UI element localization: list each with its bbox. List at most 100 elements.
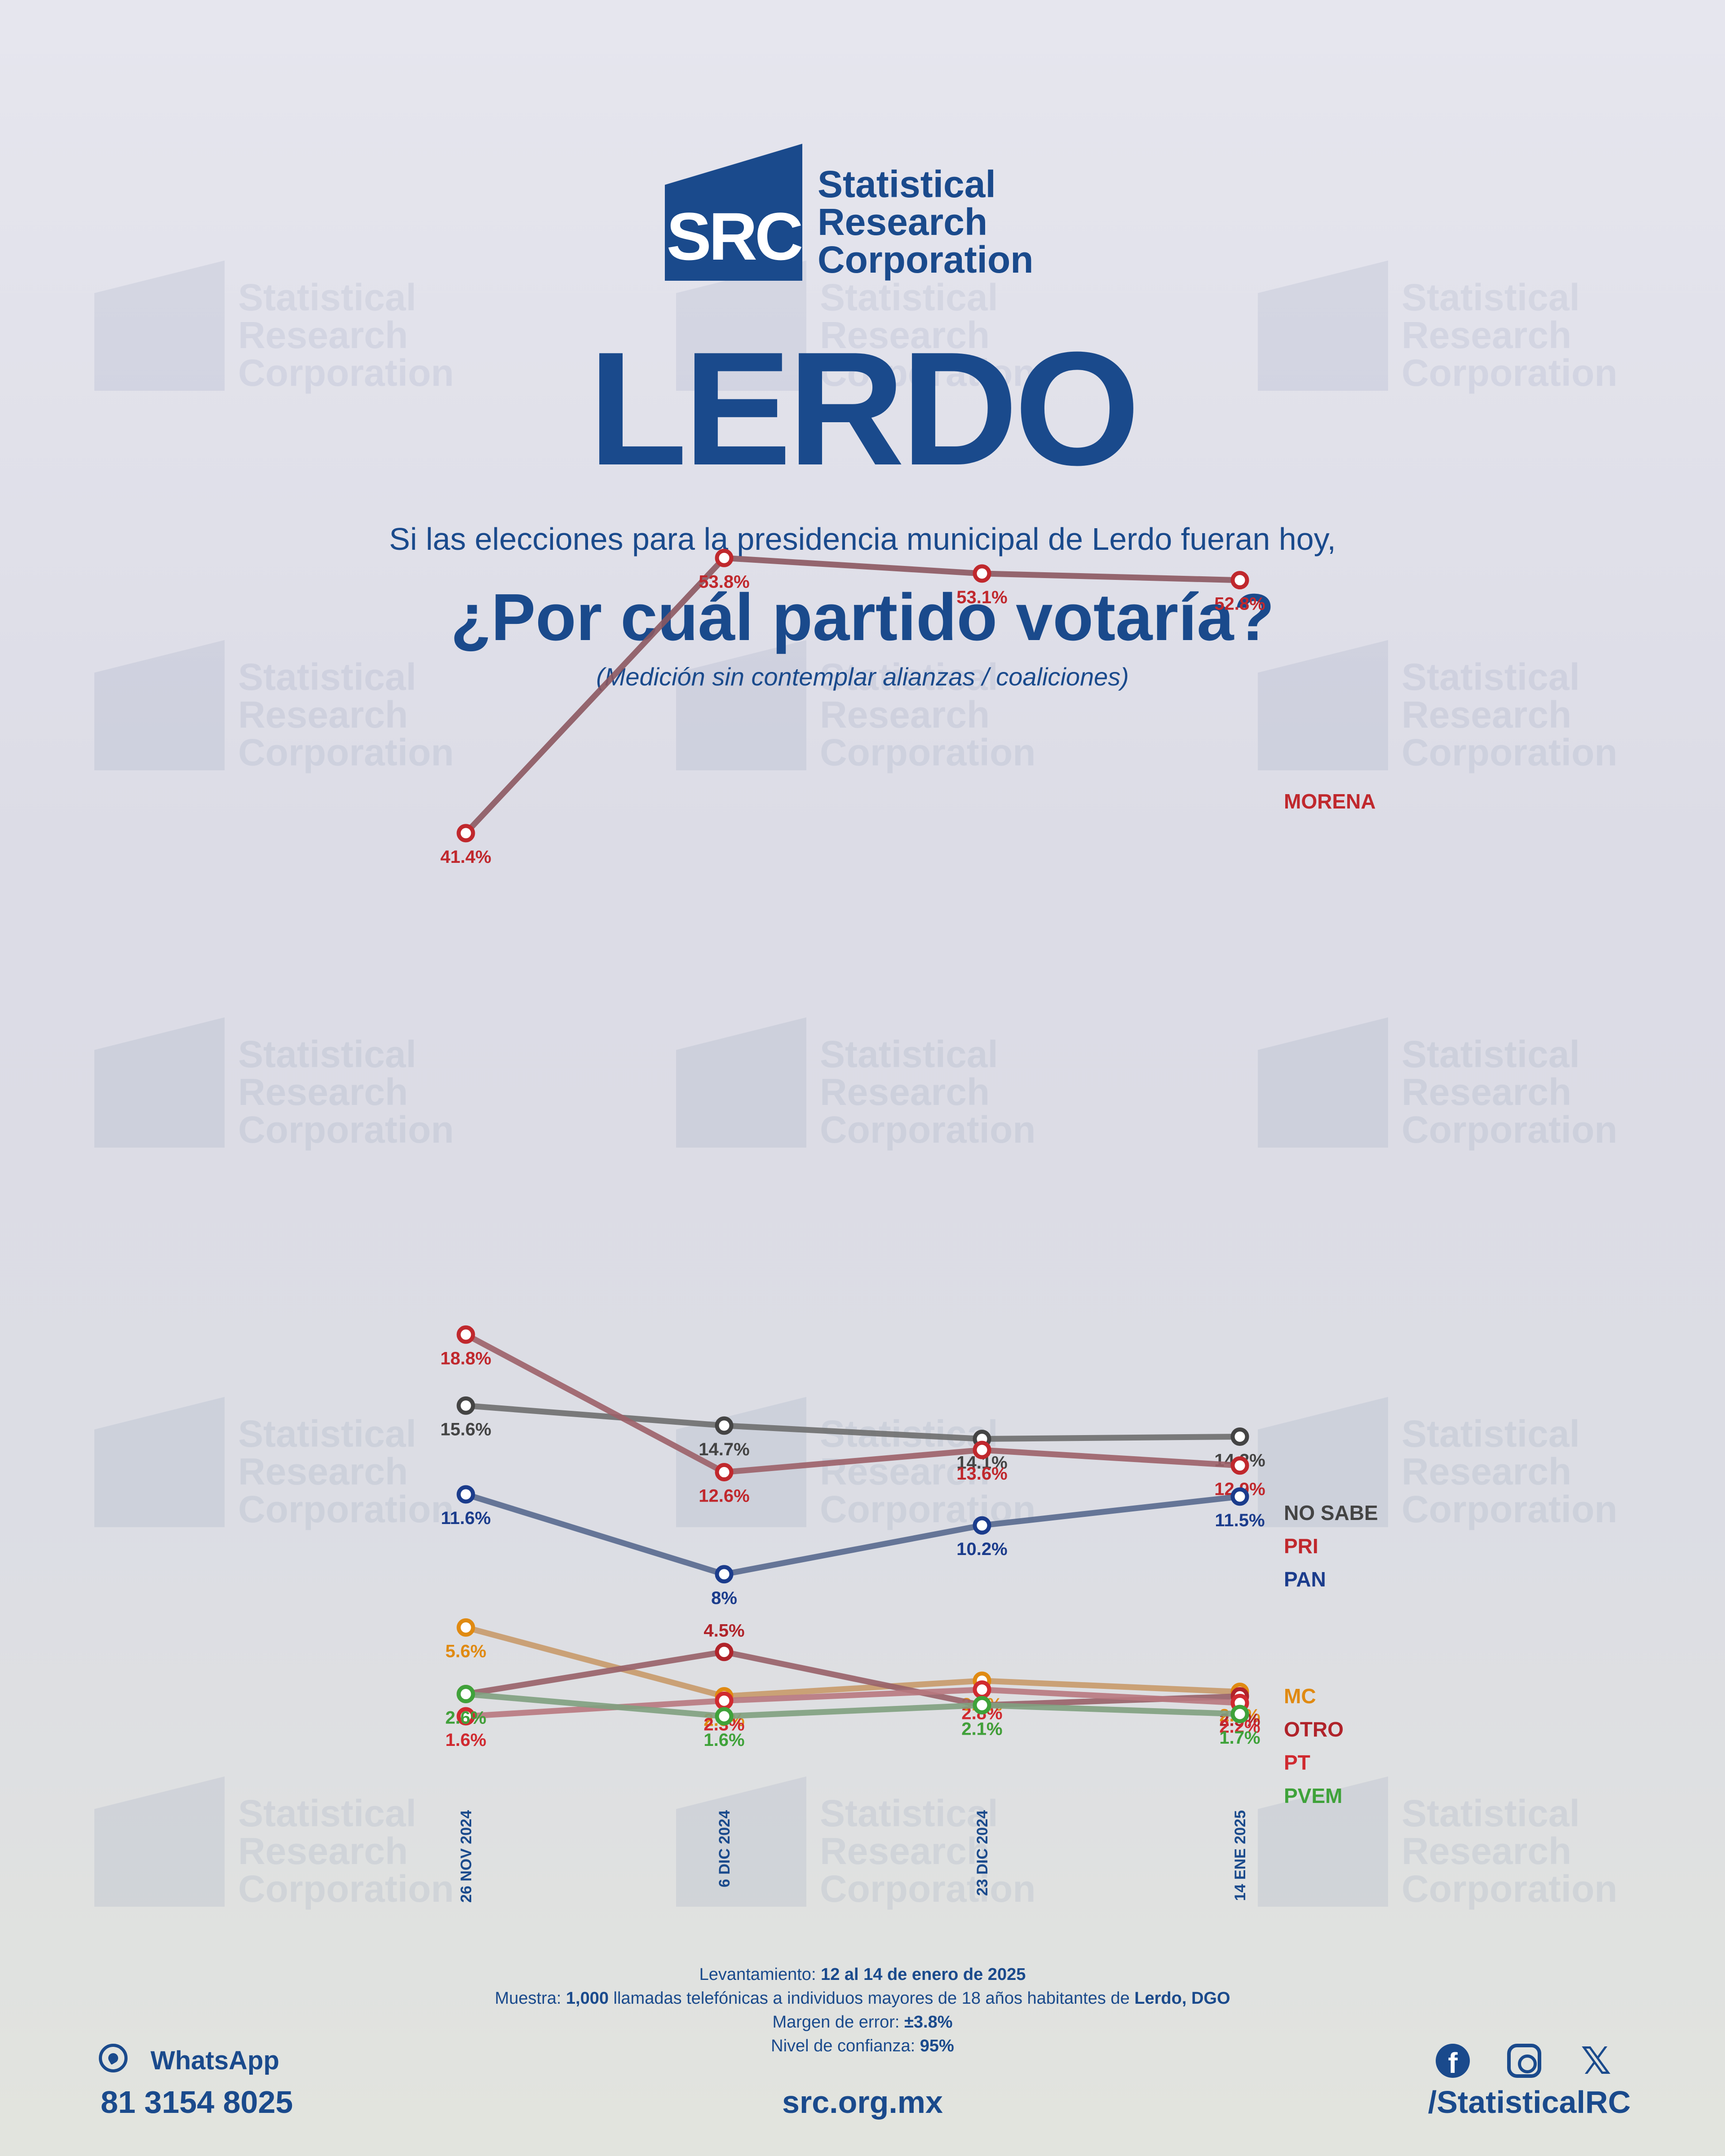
- data-point-pri: [456, 1325, 475, 1344]
- whatsapp-icon[interactable]: [99, 2044, 128, 2072]
- series-line-mc: [463, 1624, 1243, 1699]
- data-label-pan: 11.6%: [441, 1508, 491, 1528]
- data-label-mc: 5.6%: [445, 1641, 486, 1661]
- margin-value: ±3.8%: [904, 2013, 953, 2032]
- logo-name-line-1: Statistical: [818, 163, 996, 205]
- data-point-morena: [715, 548, 734, 567]
- legend-label-pt: PT: [1284, 1751, 1310, 1774]
- data-point-no-sabe: [1230, 1427, 1249, 1446]
- facebook-icon[interactable]: f: [1436, 2044, 1470, 2079]
- confidence-value: 95%: [920, 2037, 954, 2055]
- data-label-no-sabe: 14.7%: [699, 1440, 749, 1459]
- data-label-otro: 2.1%: [961, 1719, 1002, 1739]
- data-point-otro: [715, 1643, 734, 1661]
- sample-label: Muestra:: [495, 1989, 562, 2008]
- data-point-pri: [1230, 1456, 1249, 1475]
- survey-question: ¿Por cuál partido votaría?: [451, 580, 1274, 654]
- legend-label-pvem: PVEM: [1284, 1784, 1342, 1807]
- data-label-morena: 52.8%: [1214, 594, 1265, 614]
- data-point-morena: [1230, 571, 1249, 590]
- src-logo: SRC Statistical Research Corporation: [665, 144, 1069, 287]
- data-label-no-sabe: 15.6%: [440, 1419, 491, 1439]
- data-label-pvem: 2.6%: [445, 1708, 486, 1728]
- series-line-morena: [463, 555, 1243, 836]
- data-label-pri: 13.6%: [956, 1464, 1007, 1484]
- data-label-otro: 4.5%: [703, 1621, 744, 1641]
- data-point-no-sabe: [456, 1396, 475, 1415]
- page-title: LERDO: [588, 318, 1140, 499]
- sample-text: llamadas telefónicas a individuos mayore…: [613, 1989, 1130, 2008]
- page-subtitle: Si las elecciones para la presidencia mu…: [389, 521, 1336, 557]
- whatsapp-label[interactable]: WhatsApp: [150, 2046, 279, 2075]
- sample-count: 1,000: [566, 1989, 609, 2008]
- logo-name: Statistical Research Corporation: [818, 165, 1034, 278]
- data-point-pan: [715, 1565, 734, 1584]
- confidence-label: Nivel de confianza:: [771, 2037, 916, 2055]
- x-tick-label: 26 NOV 2024: [458, 1810, 475, 1903]
- data-point-pvem: [1230, 1705, 1249, 1723]
- data-point-pan: [456, 1485, 475, 1504]
- data-point-pri: [715, 1463, 734, 1482]
- series-line-pvem: [463, 1691, 1243, 1719]
- legend-label-mc: MC: [1284, 1684, 1316, 1708]
- data-label-pan: 11.5%: [1215, 1511, 1265, 1530]
- survey-note: (Medición sin contemplar alianzas / coal…: [596, 663, 1129, 691]
- legend-label-morena: MORENA: [1284, 790, 1376, 813]
- data-point-morena: [973, 564, 991, 583]
- fieldwork-label: Levantamiento:: [699, 1965, 816, 1984]
- whatsapp-number[interactable]: 81 3154 8025: [101, 2085, 293, 2120]
- data-label-morena: 53.1%: [956, 588, 1007, 607]
- data-point-pvem: [456, 1685, 475, 1704]
- data-point-mc: [456, 1618, 475, 1637]
- data-point-pan: [1230, 1487, 1249, 1506]
- sample-line: Muestra: 1,000 llamadas telefónicas a in…: [0, 1987, 1725, 2010]
- data-label-pt: 1.6%: [445, 1730, 486, 1750]
- instagram-icon[interactable]: [1507, 2044, 1541, 2078]
- data-point-pvem: [715, 1707, 734, 1726]
- data-label-pvem: 1.6%: [703, 1730, 744, 1750]
- series-line-pt: [463, 1687, 1243, 1719]
- data-point-pt: [715, 1691, 734, 1710]
- margin-label: Margen de error:: [772, 2013, 900, 2032]
- website-link[interactable]: src.org.mx: [782, 2085, 943, 2120]
- series-line-pri: [463, 1331, 1243, 1476]
- fieldwork-value: 12 al 14 de enero de 2025: [821, 1965, 1026, 1984]
- methodology-notes: Levantamiento: 12 al 14 de enero de 2025…: [0, 1963, 1725, 2058]
- series-line-otro: [463, 1649, 1243, 1708]
- data-point-pan: [973, 1516, 991, 1535]
- data-point-morena: [456, 824, 475, 843]
- data-point-no-sabe: [715, 1416, 734, 1435]
- legend-label-no-sabe: NO SABE: [1284, 1501, 1378, 1524]
- data-point-pri: [973, 1440, 991, 1459]
- data-label-pan: 8%: [711, 1588, 737, 1608]
- logo-mark-text: SRC: [666, 199, 802, 274]
- fieldwork-line: Levantamiento: 12 al 14 de enero de 2025: [0, 1963, 1725, 1987]
- series-line-no-sabe: [463, 1402, 1243, 1442]
- social-handle[interactable]: /StatisticalRC: [1428, 2085, 1631, 2120]
- data-label-morena: 53.8%: [699, 572, 749, 592]
- legend-label-otro: OTRO: [1284, 1718, 1344, 1741]
- x-tick-label: 23 DIC 2024: [974, 1810, 991, 1896]
- social-links: f 𝕏 /StatisticalRC: [1415, 2039, 1631, 2143]
- sample-place: Lerdo, DGO: [1134, 1989, 1230, 2008]
- data-label-pvem: 1.7%: [1219, 1728, 1260, 1748]
- margin-line: Margen de error: ±3.8%: [0, 2010, 1725, 2034]
- logo-name-line-3: Corporation: [818, 239, 1034, 281]
- x-tick-label: 6 DIC 2024: [716, 1810, 733, 1887]
- x-icon[interactable]: 𝕏: [1581, 2039, 1611, 2083]
- data-point-pt: [456, 1707, 475, 1726]
- legend-label-pan: PAN: [1284, 1568, 1326, 1591]
- x-tick-label: 14 ENE 2025: [1232, 1810, 1249, 1901]
- data-point-pvem: [973, 1696, 991, 1714]
- confidence-line: Nivel de confianza: 95%: [0, 2034, 1725, 2058]
- logo-name-line-2: Research: [818, 201, 988, 243]
- data-label-pri: 12.6%: [699, 1486, 749, 1506]
- data-label-pri: 18.8%: [440, 1348, 491, 1368]
- data-label-pvem: 2.1%: [961, 1719, 1002, 1739]
- data-point-pt: [973, 1680, 991, 1699]
- series-line-pan: [463, 1491, 1243, 1577]
- data-label-pan: 10.2%: [956, 1539, 1007, 1559]
- legend-label-pri: PRI: [1284, 1534, 1318, 1558]
- data-label-morena: 41.4%: [440, 847, 491, 867]
